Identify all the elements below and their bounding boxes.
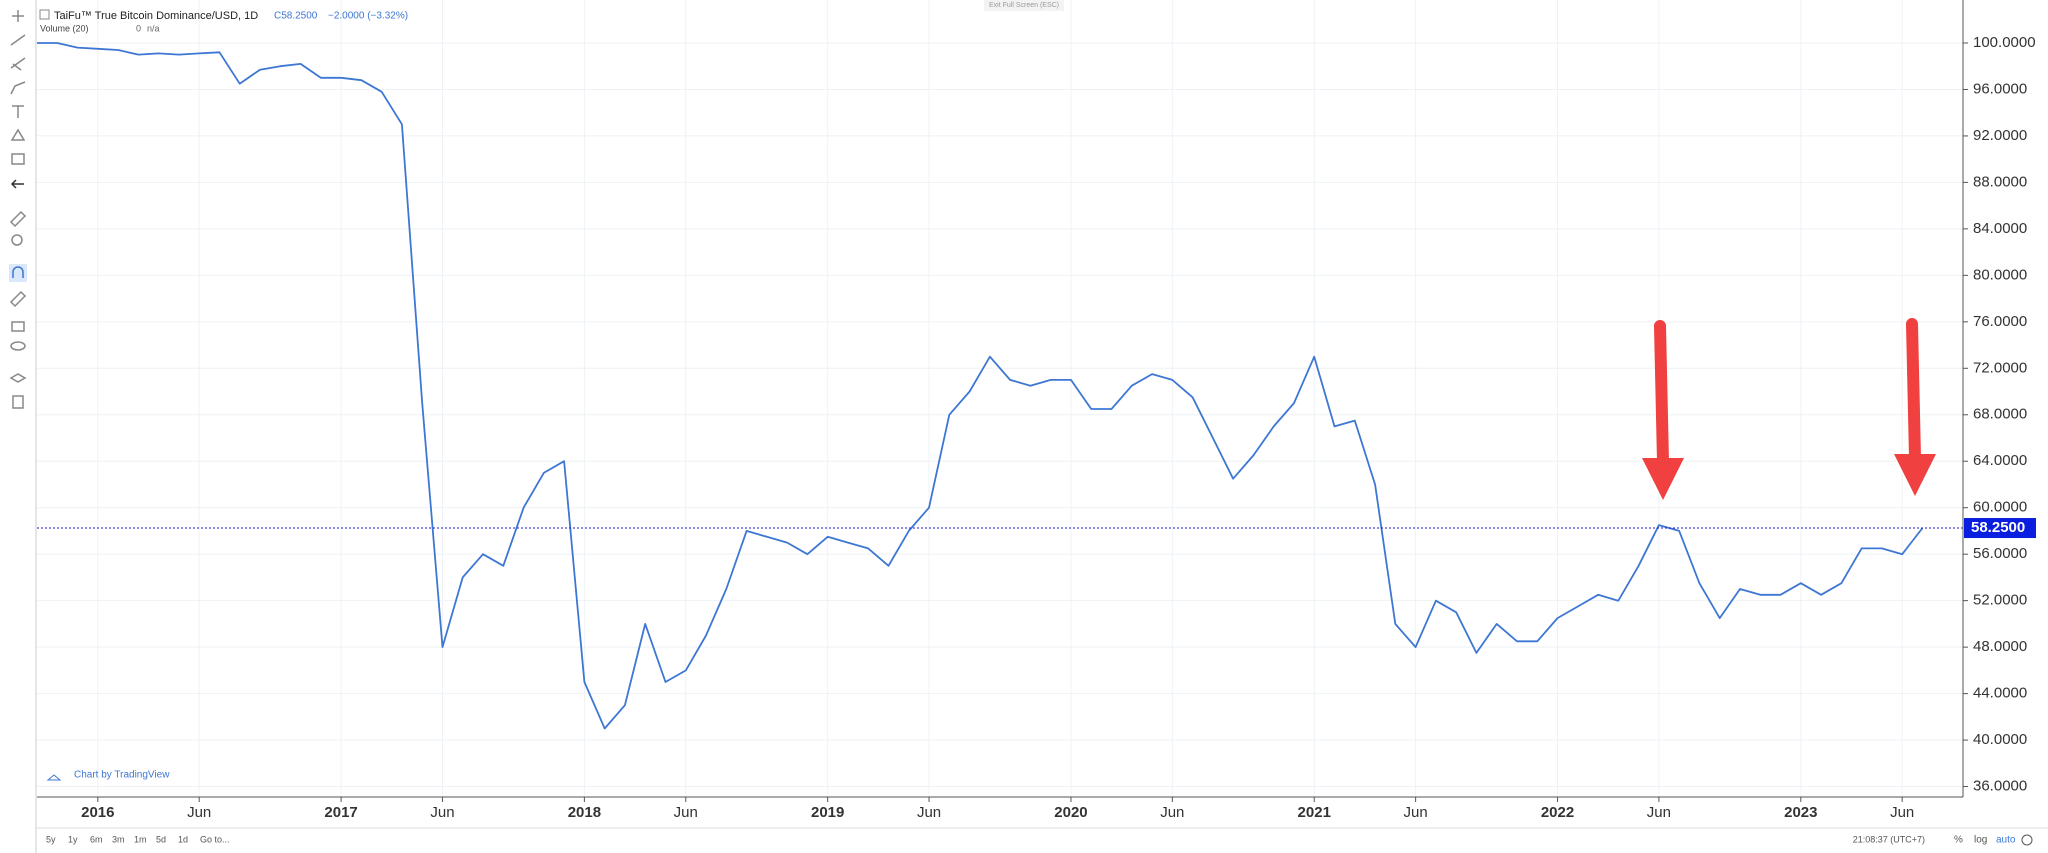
scale-button[interactable]: % (1954, 835, 1963, 846)
y-tick-label: 64.0000 (1973, 452, 2027, 469)
last-price-box (1964, 518, 2036, 539)
x-tick-label: Jun (917, 804, 941, 821)
range-button[interactable]: 1m (134, 834, 147, 844)
x-tick-label: 2019 (811, 804, 844, 821)
y-tick-label: 68.0000 (1973, 406, 2027, 423)
tool-ruler[interactable] (9, 210, 27, 228)
y-tick-label: 80.0000 (1973, 266, 2027, 283)
tool-lock[interactable] (11, 321, 25, 332)
x-tick-label: 2021 (1298, 804, 1331, 821)
tool-measure[interactable] (11, 153, 25, 165)
axes: 36.0000 40.0000 44.0000 48.0000 52.0000 56.00… (37, 0, 2036, 821)
x-tick-label: Jun (430, 804, 454, 821)
range-button[interactable]: 5d (156, 834, 166, 844)
clock: 21:08:37 (UTC+7) (1853, 834, 1925, 844)
range-button[interactable]: 6m (90, 834, 103, 844)
x-tick-label: 2018 (568, 804, 601, 821)
tool-layers[interactable] (9, 373, 27, 383)
y-tick-label: 76.0000 (1973, 313, 2027, 330)
x-tick-label: Jun (1890, 804, 1914, 821)
series (37, 42, 1963, 730)
tool-brush[interactable] (10, 81, 26, 95)
y-tick-label: 56.0000 (1973, 545, 2027, 562)
tool-back[interactable] (10, 179, 24, 189)
change-value: −2.0000 (−3.32%) (328, 11, 408, 22)
y-tick-label: 88.0000 (1973, 173, 2027, 190)
y-tick-label: 44.0000 (1973, 685, 2027, 702)
y-tick-label: 52.0000 (1973, 592, 2027, 609)
tool-fib[interactable] (10, 57, 26, 71)
arrow-head (1642, 458, 1684, 500)
volume-value: 0 (136, 23, 141, 33)
annotation-arrows (1642, 318, 1936, 500)
tool-eye[interactable] (10, 341, 26, 351)
arrow-head (1894, 454, 1936, 496)
x-tick-label: 2016 (81, 804, 114, 821)
y-tick-label: 72.0000 (1973, 359, 2027, 376)
x-tick-label: 2017 (324, 804, 357, 821)
range-button[interactable]: 5y (46, 834, 56, 844)
arrow-shaft (1654, 320, 1669, 468)
range-button[interactable]: 1d (178, 834, 188, 844)
tool-pattern[interactable] (10, 128, 26, 141)
y-tick-label: 60.0000 (1973, 499, 2027, 516)
toolbar (9, 0, 37, 853)
scale-button[interactable]: log (1974, 835, 1987, 846)
x-tick-label: 2020 (1054, 804, 1087, 821)
y-tick-label: 100.0000 (1973, 34, 2036, 51)
scale-button[interactable]: auto (1996, 835, 2016, 846)
tool-text[interactable] (12, 105, 24, 118)
x-tick-label: 2022 (1541, 804, 1574, 821)
grid (37, 0, 1963, 797)
y-tick-label: 92.0000 (1973, 127, 2027, 144)
x-tick-label: Jun (1404, 804, 1428, 821)
x-tick-label: Jun (1647, 804, 1671, 821)
watermark-icon (46, 774, 62, 781)
tool-trash[interactable] (12, 395, 24, 409)
tool-lock-drawings[interactable] (9, 290, 27, 308)
y-tick-label: 96.0000 (1973, 80, 2027, 97)
volume-na: n/a (147, 23, 160, 33)
tool-cross[interactable] (12, 10, 24, 22)
symbol-title: TaiFu™ True Bitcoin Dominance/USD, 1D (54, 10, 258, 22)
y-tick-label: 84.0000 (1973, 220, 2027, 237)
tool-magnet[interactable] (12, 266, 24, 278)
settings-icon[interactable] (2021, 834, 2033, 846)
last-price-label: 58.2500 (1971, 519, 2025, 536)
x-tick-label: Jun (1160, 804, 1184, 821)
goto-button[interactable]: Go to... (200, 834, 230, 844)
watermark: Chart by TradingView (74, 770, 170, 781)
collapse-button[interactable] (39, 9, 50, 20)
exit-fullscreen[interactable]: Exit Full Screen (ESC) (989, 2, 1059, 9)
x-tick-label: 2023 (1784, 804, 1817, 821)
price-line (37, 42, 1924, 730)
range-button[interactable]: 3m (112, 834, 125, 844)
x-tick-label: Jun (674, 804, 698, 821)
y-tick-label: 40.0000 (1973, 731, 2027, 748)
volume-label: Volume (20) (40, 23, 89, 33)
y-tick-label: 36.0000 (1973, 778, 2027, 795)
range-button[interactable]: 1y (68, 834, 78, 844)
tool-zoom[interactable] (11, 234, 23, 246)
x-tick-label: Jun (187, 804, 211, 821)
y-tick-label: 48.0000 (1973, 638, 2027, 655)
bottom-bar: 5y 1y 6m 3m 1m 5d 1d Go to...% log auto (46, 834, 2016, 845)
exit-fullscreen-bg[interactable] (984, 0, 1064, 11)
close-value: C58.2500 (274, 11, 318, 22)
arrow-shaft (1906, 318, 1921, 464)
tool-line[interactable] (10, 34, 26, 46)
